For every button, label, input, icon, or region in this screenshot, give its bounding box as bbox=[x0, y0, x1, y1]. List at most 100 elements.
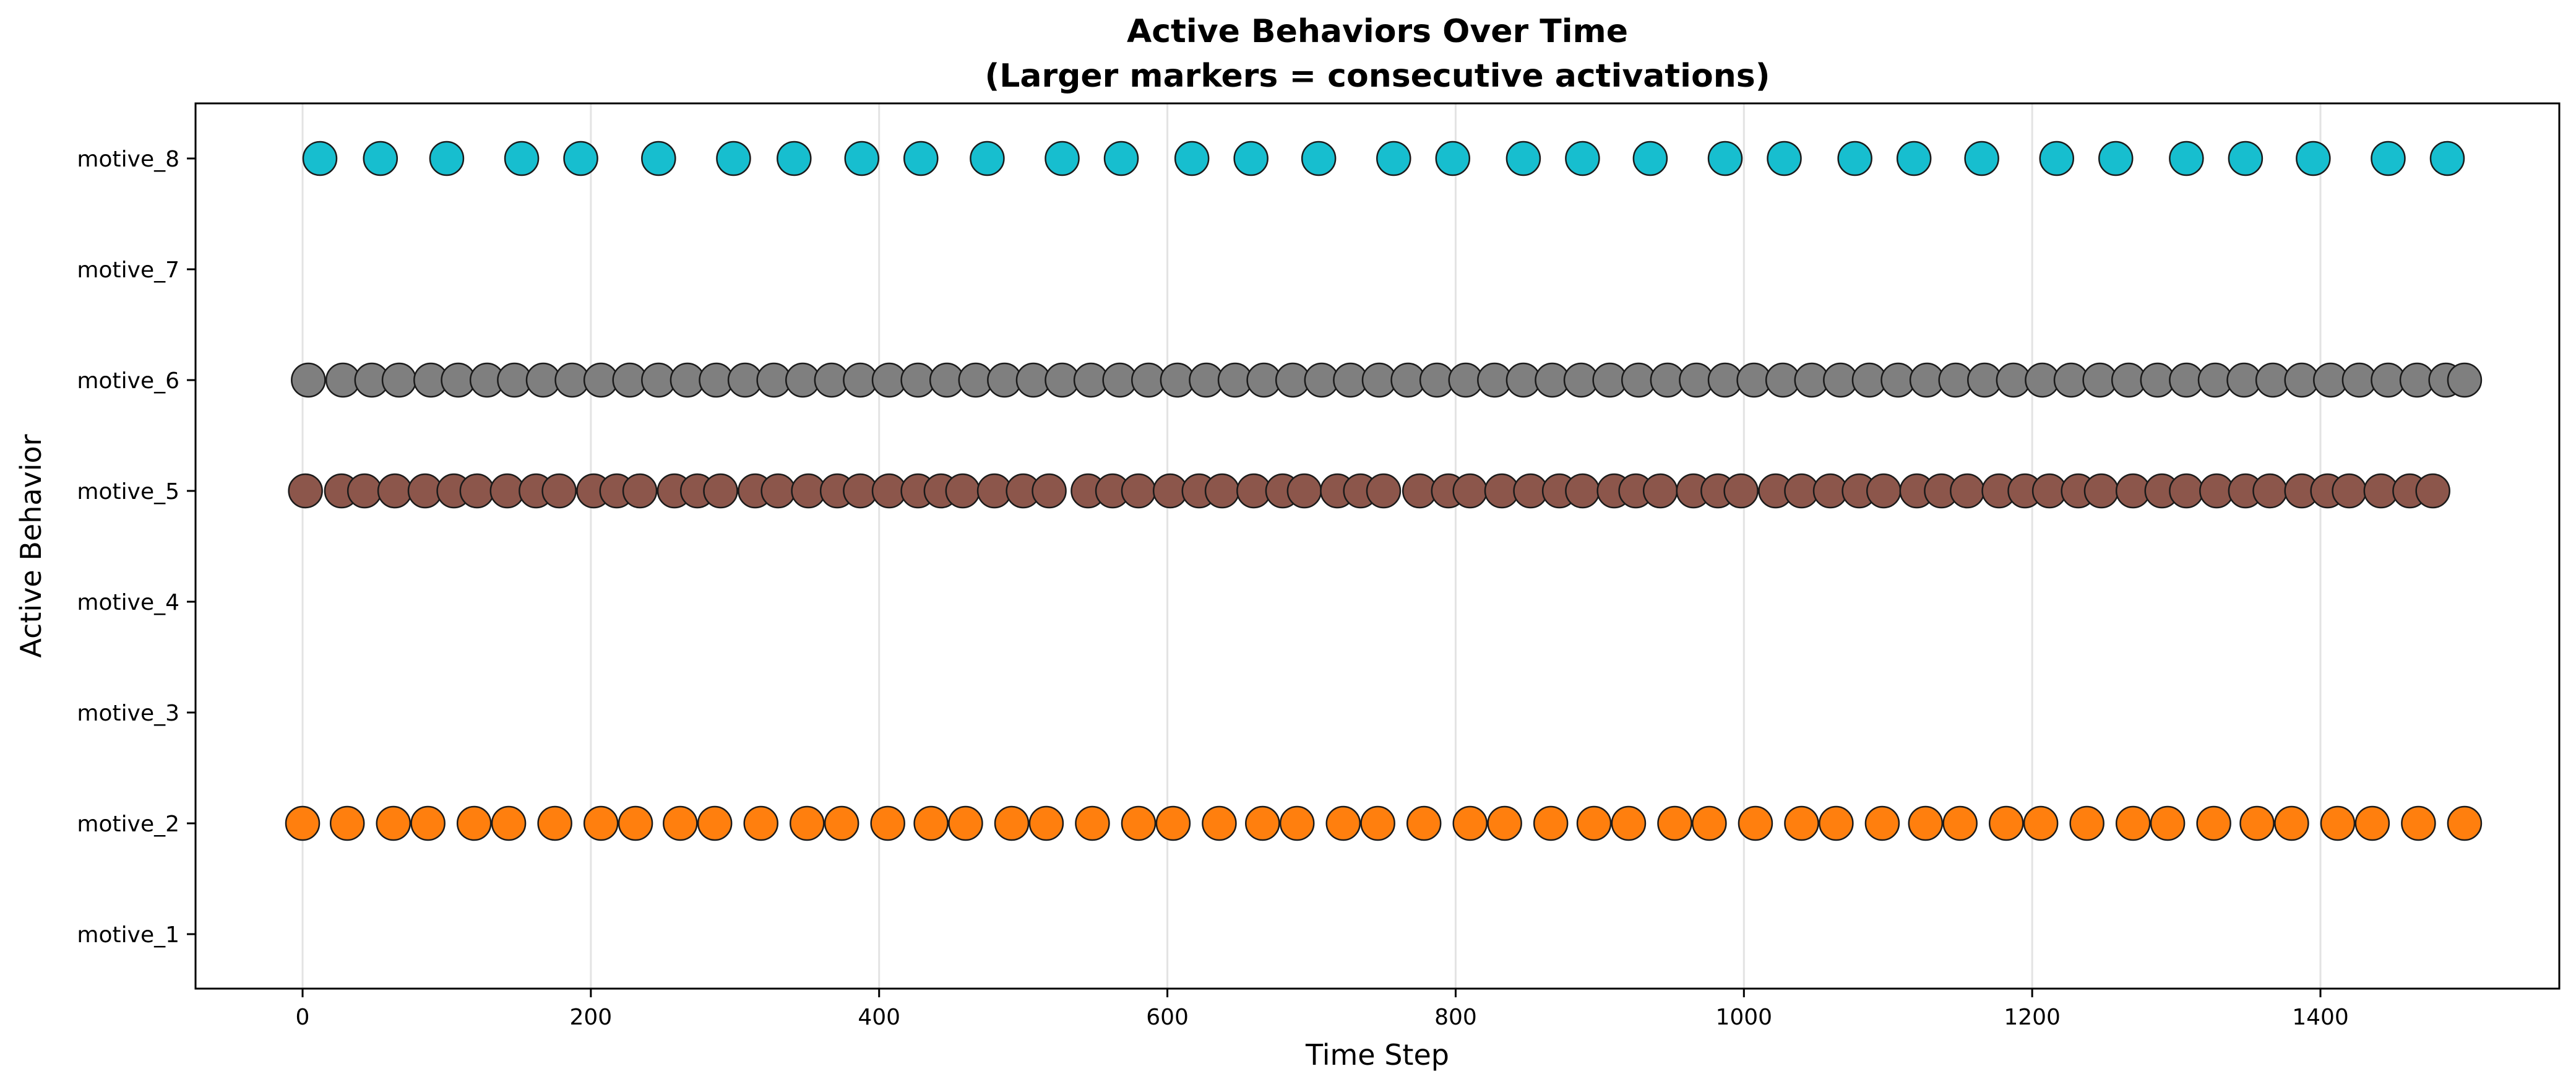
marker-motive_8 bbox=[1767, 141, 1802, 176]
marker-motive_8 bbox=[970, 141, 1005, 176]
marker-motive_8 bbox=[1103, 141, 1139, 176]
marker-motive_2 bbox=[994, 805, 1030, 841]
marker-motive_8 bbox=[2228, 141, 2264, 176]
marker-motive_8 bbox=[302, 141, 338, 176]
marker-motive_2 bbox=[491, 805, 527, 841]
marker-motive_8 bbox=[563, 141, 598, 176]
marker-motive_8 bbox=[2371, 141, 2406, 176]
marker-motive_2 bbox=[376, 805, 411, 841]
marker-motive_2 bbox=[456, 805, 492, 841]
y-tick-label: motive_2 bbox=[77, 812, 179, 837]
marker-motive_2 bbox=[743, 805, 778, 841]
marker-motive_2 bbox=[1988, 805, 2024, 841]
marker-motive_5 bbox=[760, 473, 796, 509]
x-tick-label: 600 bbox=[1146, 1005, 1189, 1030]
marker-motive_8 bbox=[1376, 141, 1411, 176]
y-tick-label: motive_7 bbox=[77, 258, 179, 283]
marker-motive_2 bbox=[1657, 805, 1692, 841]
x-axis-ticks: 0 200 400 600 800 1000 1200 1400 bbox=[296, 989, 2349, 1030]
marker-motive_2 bbox=[913, 805, 949, 841]
marker-motive_5 bbox=[1121, 473, 1157, 509]
marker-motive_2 bbox=[1360, 805, 1395, 841]
marker-motive_8 bbox=[1837, 141, 1872, 176]
marker-motive_5 bbox=[541, 473, 577, 509]
marker-motive_5 bbox=[1565, 473, 1600, 509]
marker-motive_2 bbox=[1692, 805, 1727, 841]
marker-motive_2 bbox=[329, 805, 365, 841]
y-axis-ticks: motive_1 motive_2 motive_3 motive_4 motive_5… bbox=[77, 147, 196, 948]
markers bbox=[285, 141, 2483, 841]
y-tick-label: motive_3 bbox=[77, 701, 179, 726]
marker-motive_8 bbox=[716, 141, 751, 176]
marker-motive_2 bbox=[948, 805, 983, 841]
marker-motive_2 bbox=[2447, 805, 2483, 841]
marker-motive_8 bbox=[1233, 141, 1269, 176]
marker-motive_2 bbox=[2320, 805, 2356, 841]
x-tick-label: 1200 bbox=[2004, 1005, 2061, 1030]
marker-motive_8 bbox=[2039, 141, 2074, 176]
marker-motive_5 bbox=[1866, 473, 1902, 509]
marker-motive_5 bbox=[2169, 473, 2204, 509]
marker-motive_5 bbox=[347, 473, 382, 509]
marker-motive_5 bbox=[459, 473, 495, 509]
marker-motive_2 bbox=[2274, 805, 2309, 841]
marker-motive_5 bbox=[1366, 473, 1402, 509]
marker-motive_2 bbox=[410, 805, 446, 841]
marker-motive_8 bbox=[1045, 141, 1080, 176]
marker-motive_2 bbox=[1819, 805, 1854, 841]
marker-motive_2 bbox=[285, 805, 321, 841]
marker-motive_2 bbox=[2354, 805, 2390, 841]
marker-motive_2 bbox=[1075, 805, 1110, 841]
x-axis-label: Time Step bbox=[1305, 1038, 1449, 1072]
marker-motive_2 bbox=[1325, 805, 1361, 841]
marker-motive_2 bbox=[1784, 805, 1819, 841]
marker-motive_2 bbox=[1155, 805, 1191, 841]
x-tick-label: 200 bbox=[569, 1005, 612, 1030]
y-tick-label: motive_8 bbox=[77, 147, 179, 172]
marker-motive_2 bbox=[2069, 805, 2104, 841]
chart-subtitle: (Larger markers = consecutive activation… bbox=[985, 58, 1770, 95]
marker-motive_5 bbox=[1286, 473, 1322, 509]
marker-motive_2 bbox=[1121, 805, 1157, 841]
marker-motive_8 bbox=[1565, 141, 1600, 176]
marker-motive_5 bbox=[2332, 473, 2367, 509]
marker-motive_8 bbox=[1174, 141, 1210, 176]
marker-motive_8 bbox=[1632, 141, 1668, 176]
marker-motive_8 bbox=[2296, 141, 2331, 176]
marker-motive_5 bbox=[945, 473, 981, 509]
marker-motive_2 bbox=[1487, 805, 1522, 841]
marker-motive_5 bbox=[1950, 473, 1985, 509]
marker-motive_5 bbox=[1642, 473, 1678, 509]
marker-motive_2 bbox=[1942, 805, 1978, 841]
marker-motive_8 bbox=[2098, 141, 2134, 176]
marker-motive_5 bbox=[1032, 473, 1067, 509]
marker-motive_2 bbox=[824, 805, 859, 841]
marker-motive_2 bbox=[537, 805, 572, 841]
marker-motive_8 bbox=[1506, 141, 1541, 176]
marker-motive_2 bbox=[1279, 805, 1315, 841]
marker-motive_5 bbox=[703, 473, 738, 509]
marker-motive_6 bbox=[291, 362, 326, 398]
marker-motive_2 bbox=[1738, 805, 1773, 841]
x-tick-label: 0 bbox=[296, 1005, 310, 1030]
marker-motive_2 bbox=[1864, 805, 1900, 841]
marker-motive_8 bbox=[903, 141, 939, 176]
x-tick-label: 1400 bbox=[2292, 1005, 2349, 1030]
marker-motive_2 bbox=[2239, 805, 2275, 841]
marker-motive_2 bbox=[583, 805, 619, 841]
marker-motive_2 bbox=[1611, 805, 1647, 841]
marker-motive_5 bbox=[377, 473, 413, 509]
marker-motive_8 bbox=[363, 141, 398, 176]
x-tick-label: 400 bbox=[858, 1005, 900, 1030]
marker-motive_2 bbox=[697, 805, 733, 841]
grid bbox=[301, 103, 2322, 989]
marker-motive_8 bbox=[1896, 141, 1932, 176]
chart-title: Active Behaviors Over Time bbox=[1127, 13, 1628, 50]
plot-area-frame bbox=[194, 102, 2561, 990]
marker-motive_2 bbox=[618, 805, 653, 841]
y-tick-label: motive_4 bbox=[77, 590, 179, 615]
y-tick-label: motive_6 bbox=[77, 368, 179, 394]
marker-motive_2 bbox=[1576, 805, 1612, 841]
marker-motive_2 bbox=[1202, 805, 1237, 841]
